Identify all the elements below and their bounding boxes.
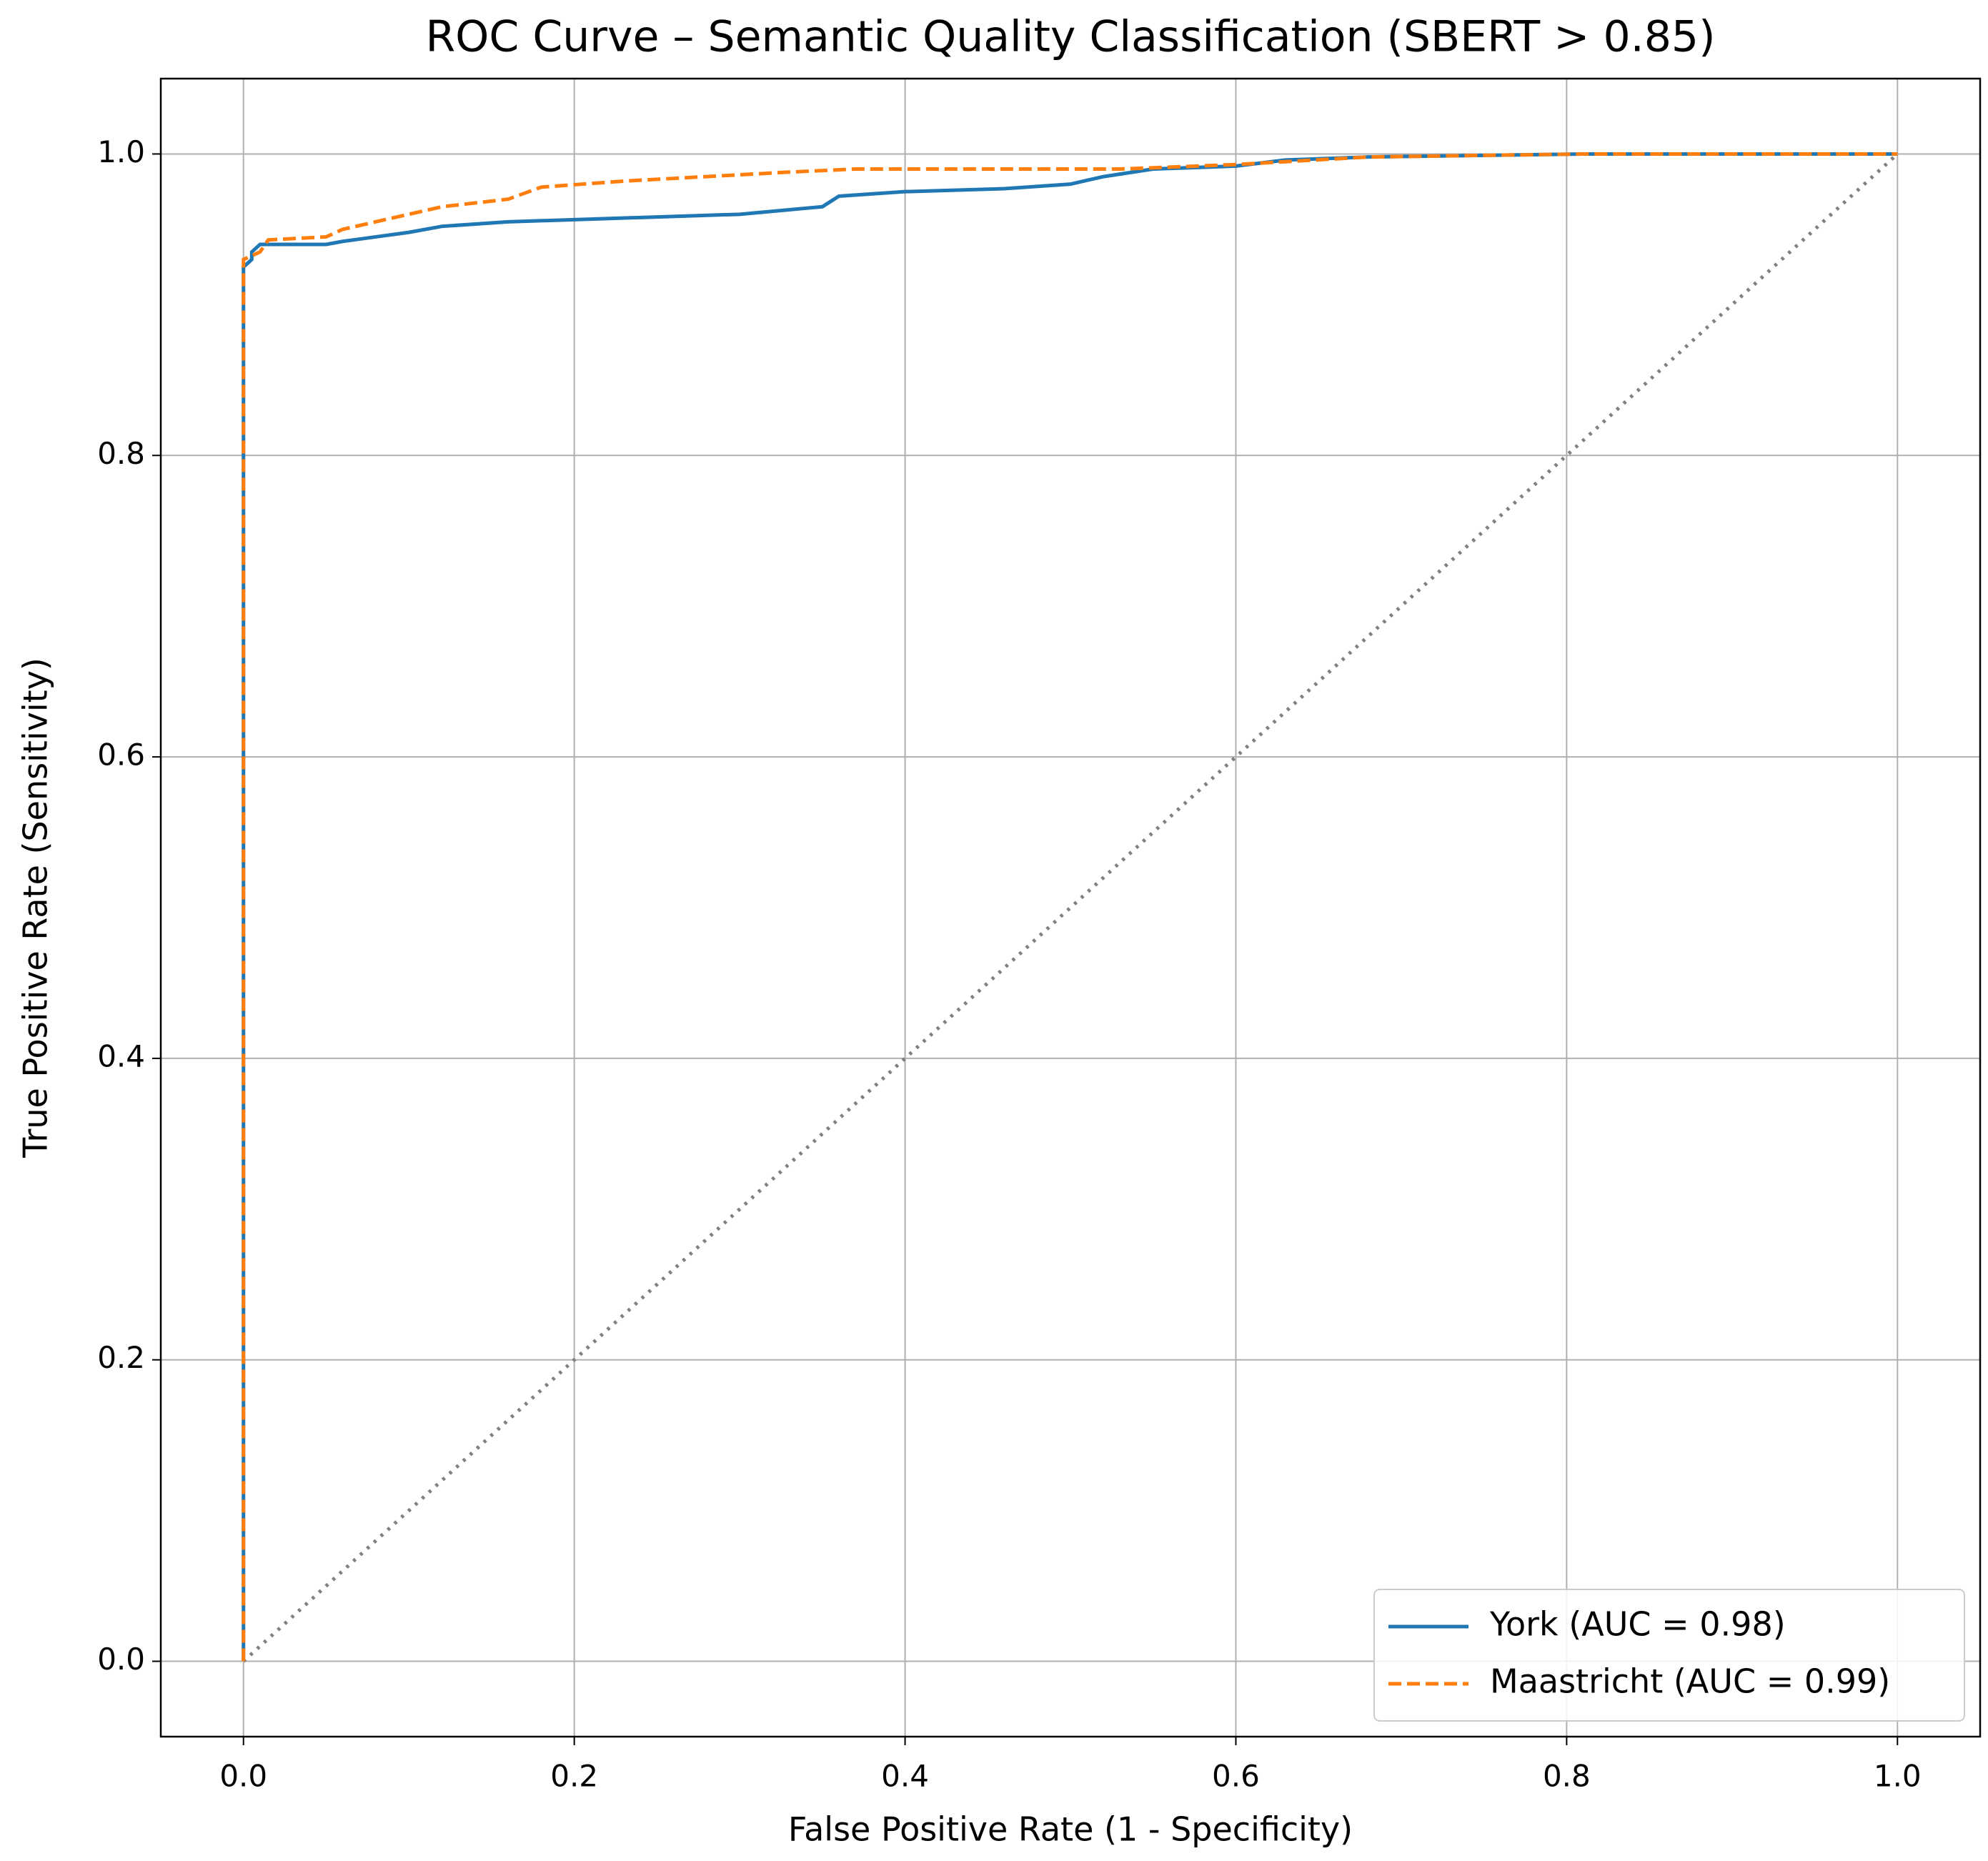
y-tick-label: 1.0: [97, 134, 145, 169]
x-tick-label: 0.8: [1543, 1759, 1591, 1794]
roc-line: [242, 152, 1898, 1662]
x-tick-label: 0.4: [881, 1759, 929, 1794]
plot-frame: [159, 77, 1982, 1738]
x-tick-label: 0.0: [219, 1759, 267, 1794]
legend-box: [1373, 1589, 1965, 1722]
y-tick-label: 0.8: [97, 436, 145, 471]
y-tick-label: 0.0: [97, 1642, 145, 1677]
y-tick-label: 0.4: [97, 1038, 145, 1073]
x-tick-label: 0.2: [550, 1759, 598, 1794]
chart-title: ROC Curve – Semantic Quality Classificat…: [425, 12, 1715, 62]
legend-label: York (AUC = 0.98): [1489, 1605, 1786, 1644]
x-axis-label: False Positive Rate (1 - Specificity): [788, 1810, 1353, 1849]
y-axis-label: True Positive Rate (Sensitivity): [16, 657, 55, 1158]
x-tick-label: 1.0: [1874, 1759, 1922, 1794]
y-tick-label: 0.2: [97, 1340, 145, 1375]
legend-label: Maastricht (AUC = 0.99): [1490, 1662, 1890, 1701]
y-tick-label: 0.6: [97, 738, 145, 773]
reference-line: [242, 152, 1899, 1663]
x-tick-label: 0.6: [1212, 1759, 1260, 1794]
